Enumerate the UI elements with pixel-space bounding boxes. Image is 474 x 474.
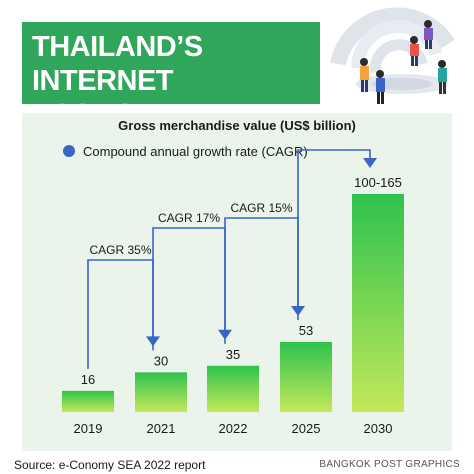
bar-value-label: 35: [226, 347, 240, 362]
x-tick-label: 2030: [364, 421, 393, 436]
bar-value-label: 16: [81, 372, 95, 387]
person-icon: [360, 58, 369, 92]
graphics-credit: BANGKOK POST GRAPHICS: [319, 459, 460, 470]
person-icon: [410, 36, 419, 66]
person-icon: [424, 20, 433, 49]
title-line-1: THAILAND’S INTERNET: [32, 31, 203, 97]
chart-subtitle: Gross merchandise value (US$ billion): [118, 118, 356, 133]
chart-legend: Compound annual growth rate (CAGR): [63, 143, 308, 159]
bar-value-label: 53: [299, 323, 313, 338]
bar-value-label: 100-165: [354, 175, 402, 190]
person-icon: [438, 60, 447, 94]
bar: [135, 372, 187, 412]
x-tick-label: 2019: [74, 421, 103, 436]
cagr-label: CAGR 15%: [230, 201, 292, 215]
cagr-connector: [87, 259, 154, 369]
bar: [352, 194, 404, 412]
source-note: Source: e-Conomy SEA 2022 report: [14, 458, 206, 472]
arrow-head-icon: [363, 158, 377, 168]
bar-value-label: 30: [154, 353, 168, 368]
cagr-connector: [152, 227, 226, 351]
cagr-label: CAGR 17%: [158, 211, 220, 225]
wifi-icon: [330, 7, 455, 94]
cagr-legend-marker: [63, 145, 75, 157]
bar: [207, 365, 259, 412]
title-banner: [22, 22, 320, 104]
bar: [280, 341, 332, 412]
x-tick-label: 2022: [219, 421, 248, 436]
cagr-connector: [297, 149, 371, 320]
x-tick-label: 2025: [292, 421, 321, 436]
person-icon: [376, 70, 385, 104]
legend-label: Compound annual growth rate (CAGR): [83, 143, 308, 159]
internet-users-illustration: [330, 7, 455, 104]
x-tick-label: 2021: [147, 421, 176, 436]
bar: [62, 390, 114, 412]
cagr-label: CAGR 35%: [89, 243, 151, 257]
cagr-connector: [224, 217, 299, 344]
